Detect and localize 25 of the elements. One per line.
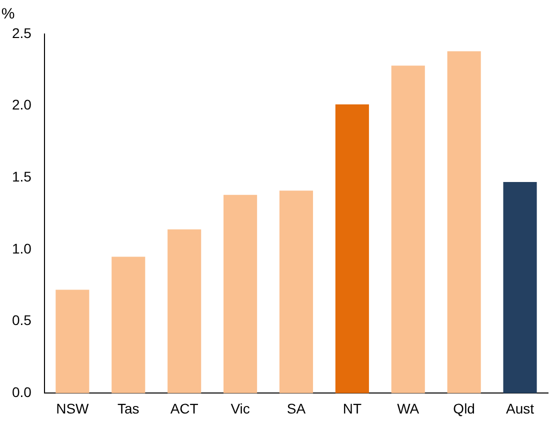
x-tick-label: SA xyxy=(286,400,306,416)
bar xyxy=(224,194,258,394)
x-tick-label: Vic xyxy=(230,400,250,416)
y-tick-label: 1.0 xyxy=(12,240,32,256)
x-tick-label: Aust xyxy=(506,400,534,416)
x-tick-label: NT xyxy=(342,400,362,416)
bar xyxy=(112,256,146,394)
bar xyxy=(56,290,90,394)
bar xyxy=(335,104,369,394)
y-tick-label: 0.5 xyxy=(12,312,32,328)
bar xyxy=(447,51,481,394)
x-tick-label: ACT xyxy=(170,400,199,416)
x-tick-label: NSW xyxy=(56,400,90,416)
bar xyxy=(391,66,425,394)
x-tick-label: Tas xyxy=(117,400,140,416)
y-tick-label: 2.0 xyxy=(12,96,32,113)
bar xyxy=(279,190,314,394)
x-tick-label: WA xyxy=(397,400,420,416)
bar xyxy=(503,182,537,394)
x-tick-label: Qld xyxy=(453,400,475,416)
y-tick-label: 1.5 xyxy=(12,168,32,185)
y-axis-title: % xyxy=(1,6,15,23)
y-tick-label: 0.0 xyxy=(12,384,32,400)
bar xyxy=(168,229,202,394)
y-tick-label: 2.5 xyxy=(12,24,32,41)
